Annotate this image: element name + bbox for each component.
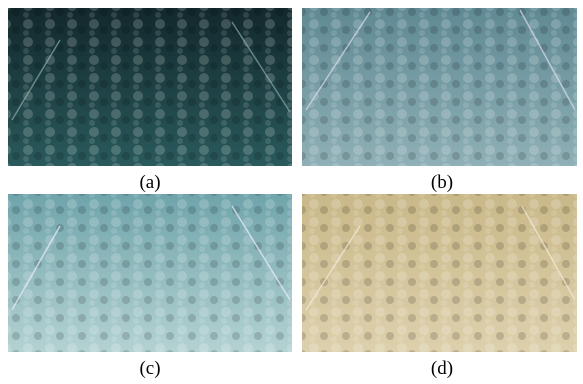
panel-b: (b): [302, 8, 577, 193]
caption: (b): [431, 172, 453, 193]
caption: (c): [139, 358, 160, 379]
texture: [302, 194, 577, 352]
caption: (d): [431, 358, 453, 379]
texture: [8, 8, 292, 166]
panel-c: (c): [8, 194, 292, 379]
panel-d: (d): [302, 194, 577, 379]
texture: [8, 194, 292, 352]
page: (a) (b) (c) (d) (() => { const data = JS…: [0, 0, 583, 384]
caption: (a): [139, 172, 160, 193]
figure: (a) (b) (c) (d): [0, 0, 583, 384]
texture: [302, 8, 577, 166]
panel-a: (a): [8, 8, 292, 193]
